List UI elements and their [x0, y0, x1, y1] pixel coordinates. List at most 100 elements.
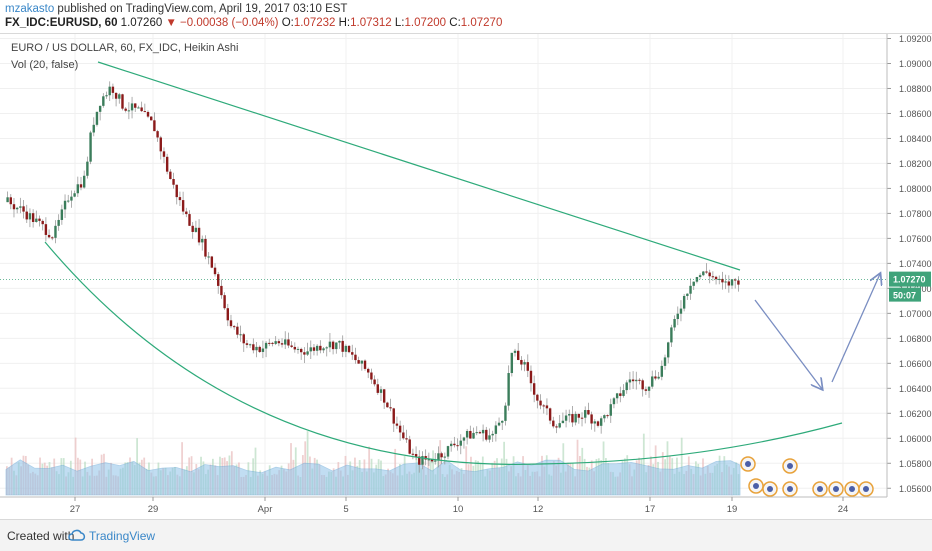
- candle-body: [130, 103, 134, 111]
- y-tick-label: 1.06400: [899, 384, 932, 394]
- candle-body: [137, 107, 140, 109]
- candle-body: [38, 218, 41, 221]
- candle-body: [628, 379, 632, 383]
- candle-body: [175, 184, 178, 198]
- candle-body: [331, 341, 335, 350]
- candle-body: [475, 432, 478, 434]
- last-price-text: 1.07270: [893, 275, 926, 285]
- y-tick-label: 1.05600: [899, 484, 932, 494]
- candle-body: [708, 272, 711, 277]
- chart-legend-title: EURO / US DOLLAR, 60, FX_IDC, Heikin Ash…: [11, 42, 238, 54]
- candle-body: [274, 341, 277, 344]
- candle-body: [242, 334, 245, 344]
- candle-body: [127, 110, 131, 112]
- low-label: L:: [394, 17, 405, 29]
- volume-legend: Vol (20, false): [11, 59, 78, 71]
- candle-body: [386, 402, 389, 408]
- candle-body: [676, 313, 679, 320]
- tradingview-brand-link[interactable]: TradingView: [89, 529, 156, 543]
- tradingview-cloud-icon: [68, 529, 86, 541]
- published-text: published on TradingView.com, April 19, …: [57, 3, 348, 15]
- y-tick-label: 1.05800: [899, 459, 932, 469]
- candle-body: [615, 393, 619, 399]
- candle-body: [606, 415, 609, 417]
- price-chart[interactable]: 1.09200 1.09000 1.08800 1.08600 1.08400 1.082…: [0, 34, 932, 519]
- candle-body: [287, 339, 290, 346]
- candle-body: [341, 340, 344, 352]
- candle-body: [443, 456, 447, 458]
- candle-body: [309, 347, 312, 352]
- x-tick-label: 24: [838, 504, 849, 515]
- candle-body: [376, 384, 379, 393]
- candle-body: [261, 348, 265, 352]
- candle-body: [599, 418, 603, 426]
- author-link[interactable]: mzakasto: [5, 3, 55, 15]
- y-tick-label: 1.08200: [899, 159, 932, 169]
- candle-body: [536, 394, 539, 401]
- y-tick-label: 1.08400: [899, 134, 932, 144]
- candle-body: [79, 184, 83, 188]
- candle-body: [169, 171, 172, 179]
- candle-body: [146, 111, 150, 117]
- candle-body: [47, 234, 51, 238]
- candle-body: [354, 354, 357, 361]
- candle-body: [488, 435, 491, 440]
- candle-body: [504, 405, 507, 421]
- candle-body: [446, 446, 450, 457]
- candle-body: [465, 430, 469, 438]
- candle-body: [497, 422, 501, 426]
- candle-body: [408, 439, 411, 454]
- countdown-label: [889, 287, 921, 302]
- candle-body: [564, 415, 568, 421]
- candle-body: [197, 227, 201, 243]
- event-flag-dot: [849, 486, 855, 492]
- volume-bar: [576, 439, 579, 495]
- created-with-text: Created with: [7, 529, 75, 543]
- header-divider: [0, 33, 932, 34]
- candle-body: [60, 209, 64, 220]
- candle-body: [686, 293, 689, 296]
- candle-body: [111, 86, 115, 93]
- candle-body: [568, 414, 571, 416]
- candle-body: [456, 445, 459, 447]
- candle-body: [718, 278, 721, 280]
- candle-body: [357, 360, 360, 364]
- candle-body: [191, 225, 194, 232]
- x-tick-label: 17: [645, 504, 656, 515]
- candle-body: [232, 326, 236, 328]
- candle-body: [663, 357, 667, 366]
- candle-body: [491, 433, 494, 436]
- candle-body: [236, 326, 239, 335]
- candle-body: [201, 238, 204, 243]
- candle-body: [9, 197, 12, 205]
- event-flag-dot: [863, 486, 869, 492]
- candle-body: [552, 420, 555, 427]
- candle-body: [63, 200, 67, 210]
- symbol-header: FX_IDC:EURUSD, 60 1.07260 ▼ −0.00038 (−0…: [5, 17, 502, 29]
- candle-body: [67, 200, 70, 202]
- candle-body: [264, 342, 268, 349]
- candle-body: [338, 340, 341, 343]
- candle-body: [603, 415, 606, 419]
- candle-body: [347, 345, 351, 353]
- upper-trendline: [97, 61, 741, 271]
- candle-body: [252, 344, 255, 351]
- y-tick-label: 1.08000: [899, 184, 932, 194]
- candle-body: [102, 96, 105, 106]
- candle-body: [724, 281, 727, 283]
- candle-body: [657, 376, 660, 379]
- candle-body: [245, 343, 249, 345]
- candle-body: [609, 404, 612, 416]
- candle-body: [453, 443, 456, 446]
- candle-body: [6, 197, 9, 203]
- candle-body: [574, 413, 577, 423]
- x-tick-label: 29: [148, 504, 159, 515]
- close-value: 1.07270: [460, 17, 503, 29]
- candle-body: [290, 345, 293, 347]
- x-tick-label: 27: [70, 504, 81, 515]
- candle-body: [631, 379, 635, 382]
- candle-body: [22, 206, 25, 212]
- candle-body: [402, 432, 405, 439]
- candle-body: [258, 346, 261, 352]
- candle-body: [418, 456, 421, 465]
